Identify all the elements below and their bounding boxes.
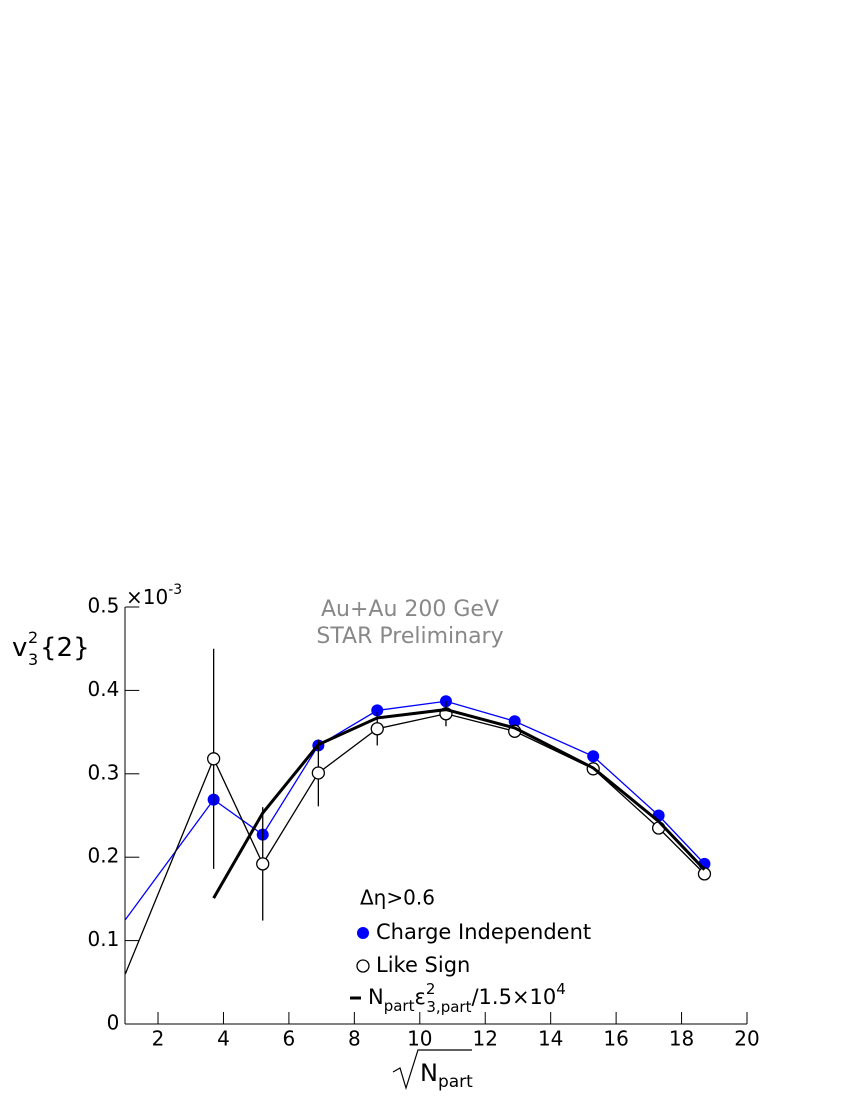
legend-marker <box>357 927 369 939</box>
x-tick-label: 12 <box>473 1027 498 1051</box>
x-tick-label: 10 <box>407 1027 432 1051</box>
legend-label-part: 4 <box>556 980 566 998</box>
point <box>371 704 384 717</box>
x-tick-label: 6 <box>283 1027 296 1051</box>
series-line <box>212 708 706 899</box>
x-tick-label: 18 <box>669 1027 694 1051</box>
legend-label-part: 3,part <box>426 998 471 1016</box>
legend-label-part: N <box>368 985 384 1009</box>
y-tick-label: 0.5 <box>87 594 119 618</box>
point <box>508 715 521 728</box>
x-label-sub: part <box>438 1072 473 1092</box>
x-tick-label: 8 <box>348 1027 361 1051</box>
x-label: Npart <box>420 1059 473 1092</box>
annotation: Au+Au 200 GeV <box>321 597 499 622</box>
legend-label: Charge Independent <box>376 920 591 944</box>
legend-label: Like Sign <box>376 953 470 977</box>
annotation: STAR Preliminary <box>316 624 503 649</box>
y-tick-label: 0.3 <box>87 760 119 784</box>
y-tick-label: 0.2 <box>87 844 119 868</box>
legend-label-part: /1.5×10 <box>471 985 556 1009</box>
y-label-sub: 3 <box>28 650 38 669</box>
legend-label-part: part <box>384 997 415 1015</box>
x-tick-label: 16 <box>603 1027 628 1051</box>
legend-title: Δη>0.6 <box>360 886 435 910</box>
y-multiplier: ×10-3 <box>126 582 182 609</box>
point <box>370 722 384 736</box>
x-label-base: N <box>420 1059 438 1087</box>
y-tick-label: 0.1 <box>87 927 119 951</box>
legend-label-part: ε <box>414 985 425 1009</box>
point <box>206 752 221 766</box>
point <box>256 857 270 871</box>
multiplier-exp: -3 <box>168 582 182 598</box>
sqrt-sign <box>392 1049 472 1091</box>
point <box>587 750 600 763</box>
legend-label-part: 2 <box>426 980 436 998</box>
series-line <box>124 713 705 975</box>
y-label: v2 3{2} <box>12 628 90 669</box>
x-tick-label: 2 <box>152 1027 165 1051</box>
x-tick-label: 20 <box>734 1027 759 1051</box>
series-line <box>124 700 705 921</box>
y-label-rest: {2} <box>40 633 90 663</box>
x-tick-label: 14 <box>538 1027 563 1051</box>
legend-label: Npartε2 3,part/1.5×104 <box>368 980 566 1016</box>
x-tick-label: 4 <box>217 1027 230 1051</box>
y-tick-label: 0.4 <box>87 677 119 701</box>
legend-marker <box>356 959 370 973</box>
multiplier-base: ×10 <box>126 585 168 609</box>
y-tick-label: 0 <box>107 1011 120 1035</box>
y-label-base: v <box>12 633 27 663</box>
point <box>311 766 326 780</box>
y-label-sup: 2 <box>28 628 38 647</box>
